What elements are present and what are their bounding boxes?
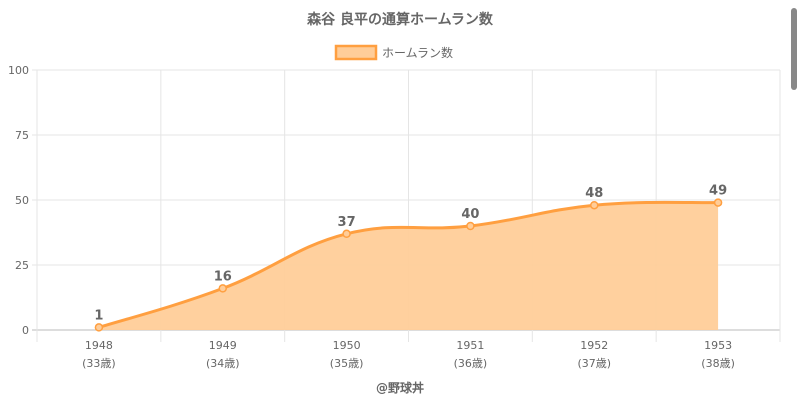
x-tick-sublabel: (34歳) <box>206 357 240 370</box>
x-tick-label: 1948 <box>85 339 113 352</box>
x-tick-sublabel: (38歳) <box>701 357 735 370</box>
data-point <box>713 198 723 207</box>
data-label: 48 <box>585 186 603 201</box>
y-tick-label: 75 <box>15 129 29 142</box>
x-tick-sublabel: (33歳) <box>82 357 116 370</box>
data-label: 40 <box>461 207 479 222</box>
chart-title: 森谷 良平の通算ホームラン数 <box>307 11 494 28</box>
y-tick-label: 50 <box>15 194 29 207</box>
area-fill <box>98 202 719 330</box>
x-tick-label: 1949 <box>209 339 237 352</box>
x-tick-label: 1950 <box>333 339 361 352</box>
y-tick-label: 0 <box>22 324 29 337</box>
x-tick-sublabel: (36歳) <box>454 357 488 370</box>
data-label: 49 <box>709 184 727 199</box>
data-point <box>94 323 104 332</box>
x-tick-sublabel: (35歳) <box>330 357 364 370</box>
y-tick-label: 100 <box>8 64 29 77</box>
x-tick-label: 1951 <box>456 339 484 352</box>
data-point <box>590 200 599 210</box>
legend-label: ホームラン数 <box>382 45 453 60</box>
data-label: 37 <box>338 215 356 230</box>
x-tick-label: 1952 <box>580 339 608 352</box>
scrollbar[interactable] <box>791 8 797 90</box>
x-tick-label: 1953 <box>704 339 732 352</box>
series-line <box>98 200 719 329</box>
legend[interactable]: ホームラン数 <box>334 44 453 61</box>
data-label: 16 <box>214 269 232 284</box>
data-point <box>466 221 475 231</box>
data-point <box>218 284 227 293</box>
x-tick-sublabel: (37歳) <box>577 357 611 370</box>
credit: @野球丼 <box>376 380 424 395</box>
y-tick-label: 25 <box>15 259 29 272</box>
data-label: 1 <box>94 308 103 323</box>
data-point <box>342 229 351 239</box>
legend-swatch <box>334 44 378 61</box>
